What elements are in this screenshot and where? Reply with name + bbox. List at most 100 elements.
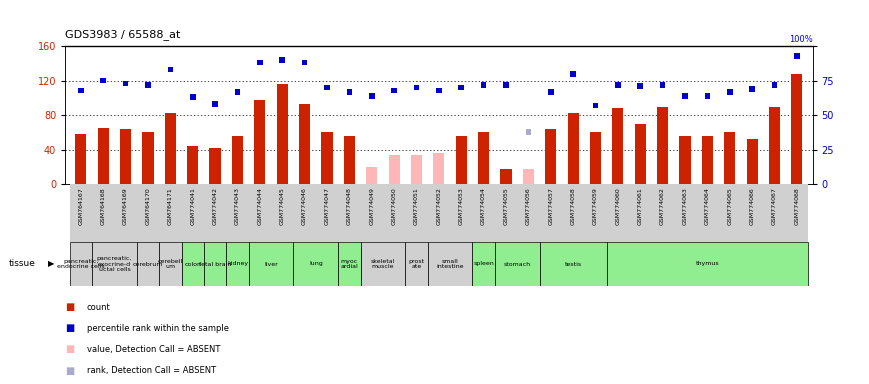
- Bar: [749, 86, 755, 92]
- Text: GSM774061: GSM774061: [638, 187, 643, 225]
- Bar: [567, 114, 579, 184]
- Text: skeletal
muscle: skeletal muscle: [371, 258, 395, 270]
- Text: GSM774058: GSM774058: [571, 187, 575, 225]
- Text: lung: lung: [308, 262, 322, 266]
- Text: GSM774044: GSM774044: [257, 187, 262, 225]
- Text: GSM774057: GSM774057: [548, 187, 554, 225]
- Bar: [383, 184, 405, 242]
- Text: GSM774060: GSM774060: [615, 187, 620, 225]
- Bar: [615, 82, 620, 88]
- Bar: [792, 74, 802, 184]
- Bar: [545, 129, 556, 184]
- Text: kidney: kidney: [227, 262, 248, 266]
- Text: GSM774068: GSM774068: [794, 187, 799, 225]
- Text: stomach: stomach: [504, 262, 531, 266]
- Bar: [168, 67, 173, 73]
- Bar: [120, 129, 131, 184]
- Bar: [276, 84, 288, 184]
- Bar: [315, 184, 338, 242]
- Bar: [344, 136, 355, 184]
- Bar: [638, 83, 643, 89]
- Text: GSM774045: GSM774045: [280, 187, 285, 225]
- Bar: [473, 184, 494, 242]
- Bar: [428, 184, 450, 242]
- Bar: [92, 184, 115, 242]
- Bar: [145, 82, 150, 88]
- Bar: [494, 242, 540, 286]
- Text: percentile rank within the sample: percentile rank within the sample: [87, 324, 229, 333]
- Bar: [455, 136, 467, 184]
- Bar: [136, 184, 159, 242]
- Text: GSM764167: GSM764167: [78, 187, 83, 225]
- Bar: [411, 155, 422, 184]
- Text: ■: ■: [65, 366, 75, 376]
- Bar: [226, 184, 249, 242]
- Text: GSM774051: GSM774051: [414, 187, 419, 225]
- Bar: [405, 184, 428, 242]
- Bar: [634, 124, 646, 184]
- Bar: [391, 88, 397, 93]
- Bar: [719, 184, 741, 242]
- Text: GSM774043: GSM774043: [235, 187, 240, 225]
- Bar: [70, 242, 92, 286]
- Text: ▶: ▶: [48, 260, 54, 268]
- Text: colon: colon: [184, 262, 202, 266]
- Text: GDS3983 / 65588_at: GDS3983 / 65588_at: [65, 30, 181, 40]
- Bar: [204, 184, 226, 242]
- Text: GSM774050: GSM774050: [392, 187, 396, 225]
- Bar: [159, 242, 182, 286]
- Text: testis: testis: [565, 262, 581, 266]
- Text: GSM774059: GSM774059: [593, 187, 598, 225]
- Text: GSM774046: GSM774046: [302, 187, 307, 225]
- Bar: [97, 128, 109, 184]
- Bar: [294, 184, 315, 242]
- Text: spleen: spleen: [474, 262, 494, 266]
- Bar: [369, 93, 375, 99]
- Text: GSM774056: GSM774056: [526, 187, 531, 225]
- Bar: [366, 167, 377, 184]
- Bar: [182, 242, 204, 286]
- Text: GSM764171: GSM764171: [168, 187, 173, 225]
- Bar: [405, 242, 428, 286]
- Bar: [450, 184, 473, 242]
- Bar: [724, 132, 735, 184]
- Text: pancreatic,
exocrine-d
uctal cells: pancreatic, exocrine-d uctal cells: [96, 256, 132, 272]
- Text: GSM774052: GSM774052: [436, 187, 441, 225]
- Text: GSM764168: GSM764168: [101, 187, 106, 225]
- Bar: [613, 108, 623, 184]
- Text: liver: liver: [264, 262, 278, 266]
- Bar: [660, 82, 666, 88]
- Bar: [481, 82, 487, 88]
- Bar: [741, 184, 763, 242]
- Bar: [159, 184, 182, 242]
- Bar: [772, 82, 777, 88]
- Bar: [459, 85, 464, 90]
- Bar: [436, 88, 441, 93]
- Bar: [78, 88, 83, 93]
- Bar: [322, 132, 333, 184]
- Bar: [209, 148, 221, 184]
- Bar: [478, 132, 489, 184]
- Text: GSM774065: GSM774065: [727, 187, 733, 225]
- Bar: [123, 81, 129, 86]
- Bar: [503, 82, 508, 88]
- Bar: [414, 85, 419, 90]
- Bar: [705, 93, 710, 99]
- Bar: [526, 129, 531, 135]
- Bar: [696, 184, 719, 242]
- Bar: [232, 136, 243, 184]
- Text: ■: ■: [65, 344, 75, 354]
- Text: fetal brain: fetal brain: [199, 262, 231, 266]
- Bar: [249, 184, 271, 242]
- Bar: [92, 242, 136, 286]
- Text: GSM764170: GSM764170: [145, 187, 150, 225]
- Bar: [786, 184, 808, 242]
- Bar: [271, 184, 294, 242]
- Bar: [657, 107, 668, 184]
- Bar: [257, 60, 262, 66]
- Bar: [570, 71, 576, 76]
- Bar: [629, 184, 652, 242]
- Bar: [562, 184, 584, 242]
- Text: prost
ate: prost ate: [408, 258, 425, 270]
- Bar: [517, 184, 540, 242]
